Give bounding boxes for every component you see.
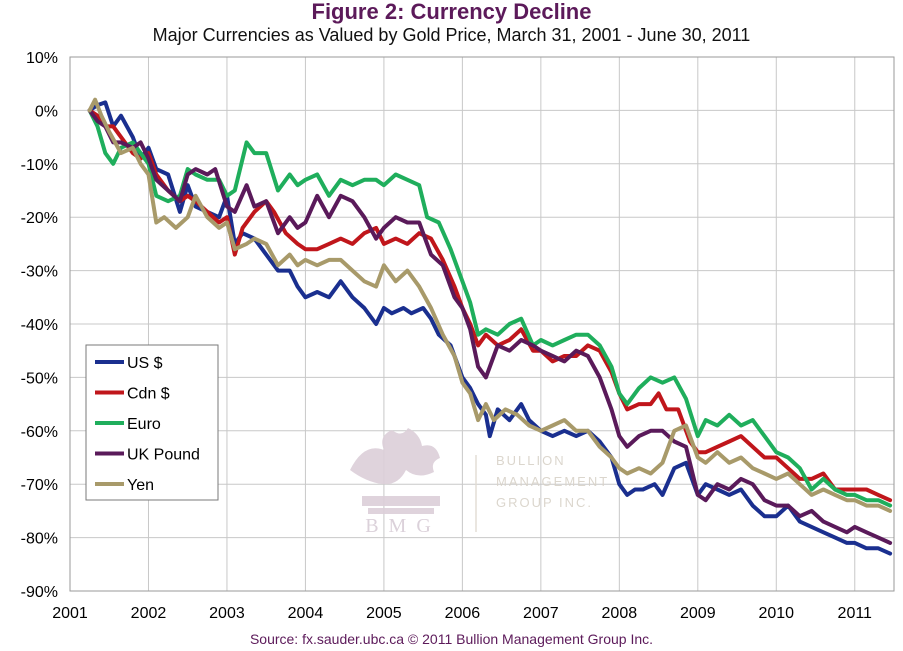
y-tick-label: -80% xyxy=(21,531,58,548)
bmg-watermark: BMG BULLION MANAGEMENT GROUP INC. xyxy=(350,428,609,537)
watermark-line-1: BULLION xyxy=(496,453,566,468)
y-tick-label: -10% xyxy=(21,157,58,174)
legend-label: US $ xyxy=(127,355,163,372)
y-tick-label: -50% xyxy=(21,370,58,387)
x-tick-label: 2008 xyxy=(602,605,638,622)
y-tick-label: -30% xyxy=(21,264,58,281)
y-axis-ticks: 10% 0% -10% -20% -30% -40% -50% -60% -70% -80% -90… xyxy=(21,50,58,601)
currency-decline-chart: BMG BULLION MANAGEMENT GROUP INC. 10% 0% -… xyxy=(21,50,895,622)
watermark-line-2: MANAGEMENT xyxy=(496,474,609,489)
y-tick-label: 0% xyxy=(35,103,58,120)
plot-border xyxy=(69,56,895,592)
x-tick-label: 2009 xyxy=(680,605,716,622)
legend-label: UK Pound xyxy=(127,447,200,464)
legend-label: Euro xyxy=(127,416,161,433)
legend: US $ Cdn $ Euro UK Pound Yen xyxy=(85,344,219,501)
y-tick-label: -90% xyxy=(21,584,58,601)
chart-title: Figure 2: Currency Decline xyxy=(311,0,592,24)
chart-subtitle: Major Currencies as Valued by Gold Price… xyxy=(152,25,751,45)
x-tick-label: 2011 xyxy=(838,605,873,622)
series-line-yen xyxy=(87,97,893,513)
legend-label: Cdn $ xyxy=(127,386,170,403)
x-tick-label: 2001 xyxy=(52,605,88,622)
watermark-line-3: GROUP INC. xyxy=(496,495,593,510)
x-tick-label: 2006 xyxy=(445,605,481,622)
y-tick-label: -20% xyxy=(21,210,58,227)
x-axis-ticks: 2001 2002 2003 2004 2005 2006 2007 2008 2009 2010… xyxy=(52,605,872,622)
lion-crest-icon xyxy=(350,428,440,514)
series-lines xyxy=(87,97,893,556)
watermark-monogram: BMG xyxy=(365,515,441,537)
x-tick-label: 2007 xyxy=(523,605,559,622)
x-tick-label: 2003 xyxy=(209,605,245,622)
series-line-euro xyxy=(87,108,893,508)
series-line-uk-pound xyxy=(87,108,893,545)
y-tick-label: 10% xyxy=(26,50,58,67)
y-tick-label: -60% xyxy=(21,424,58,441)
source-note: Source: fx.sauder.ubc.ca © 2011 Bullion … xyxy=(249,631,654,647)
y-tick-label: -40% xyxy=(21,317,58,334)
x-tick-label: 2005 xyxy=(366,605,402,622)
x-tick-label: 2004 xyxy=(288,605,324,622)
legend-label: Yen xyxy=(127,477,154,494)
y-tick-label: -70% xyxy=(21,477,58,494)
x-tick-label: 2002 xyxy=(131,605,167,622)
x-tick-label: 2010 xyxy=(758,605,794,622)
